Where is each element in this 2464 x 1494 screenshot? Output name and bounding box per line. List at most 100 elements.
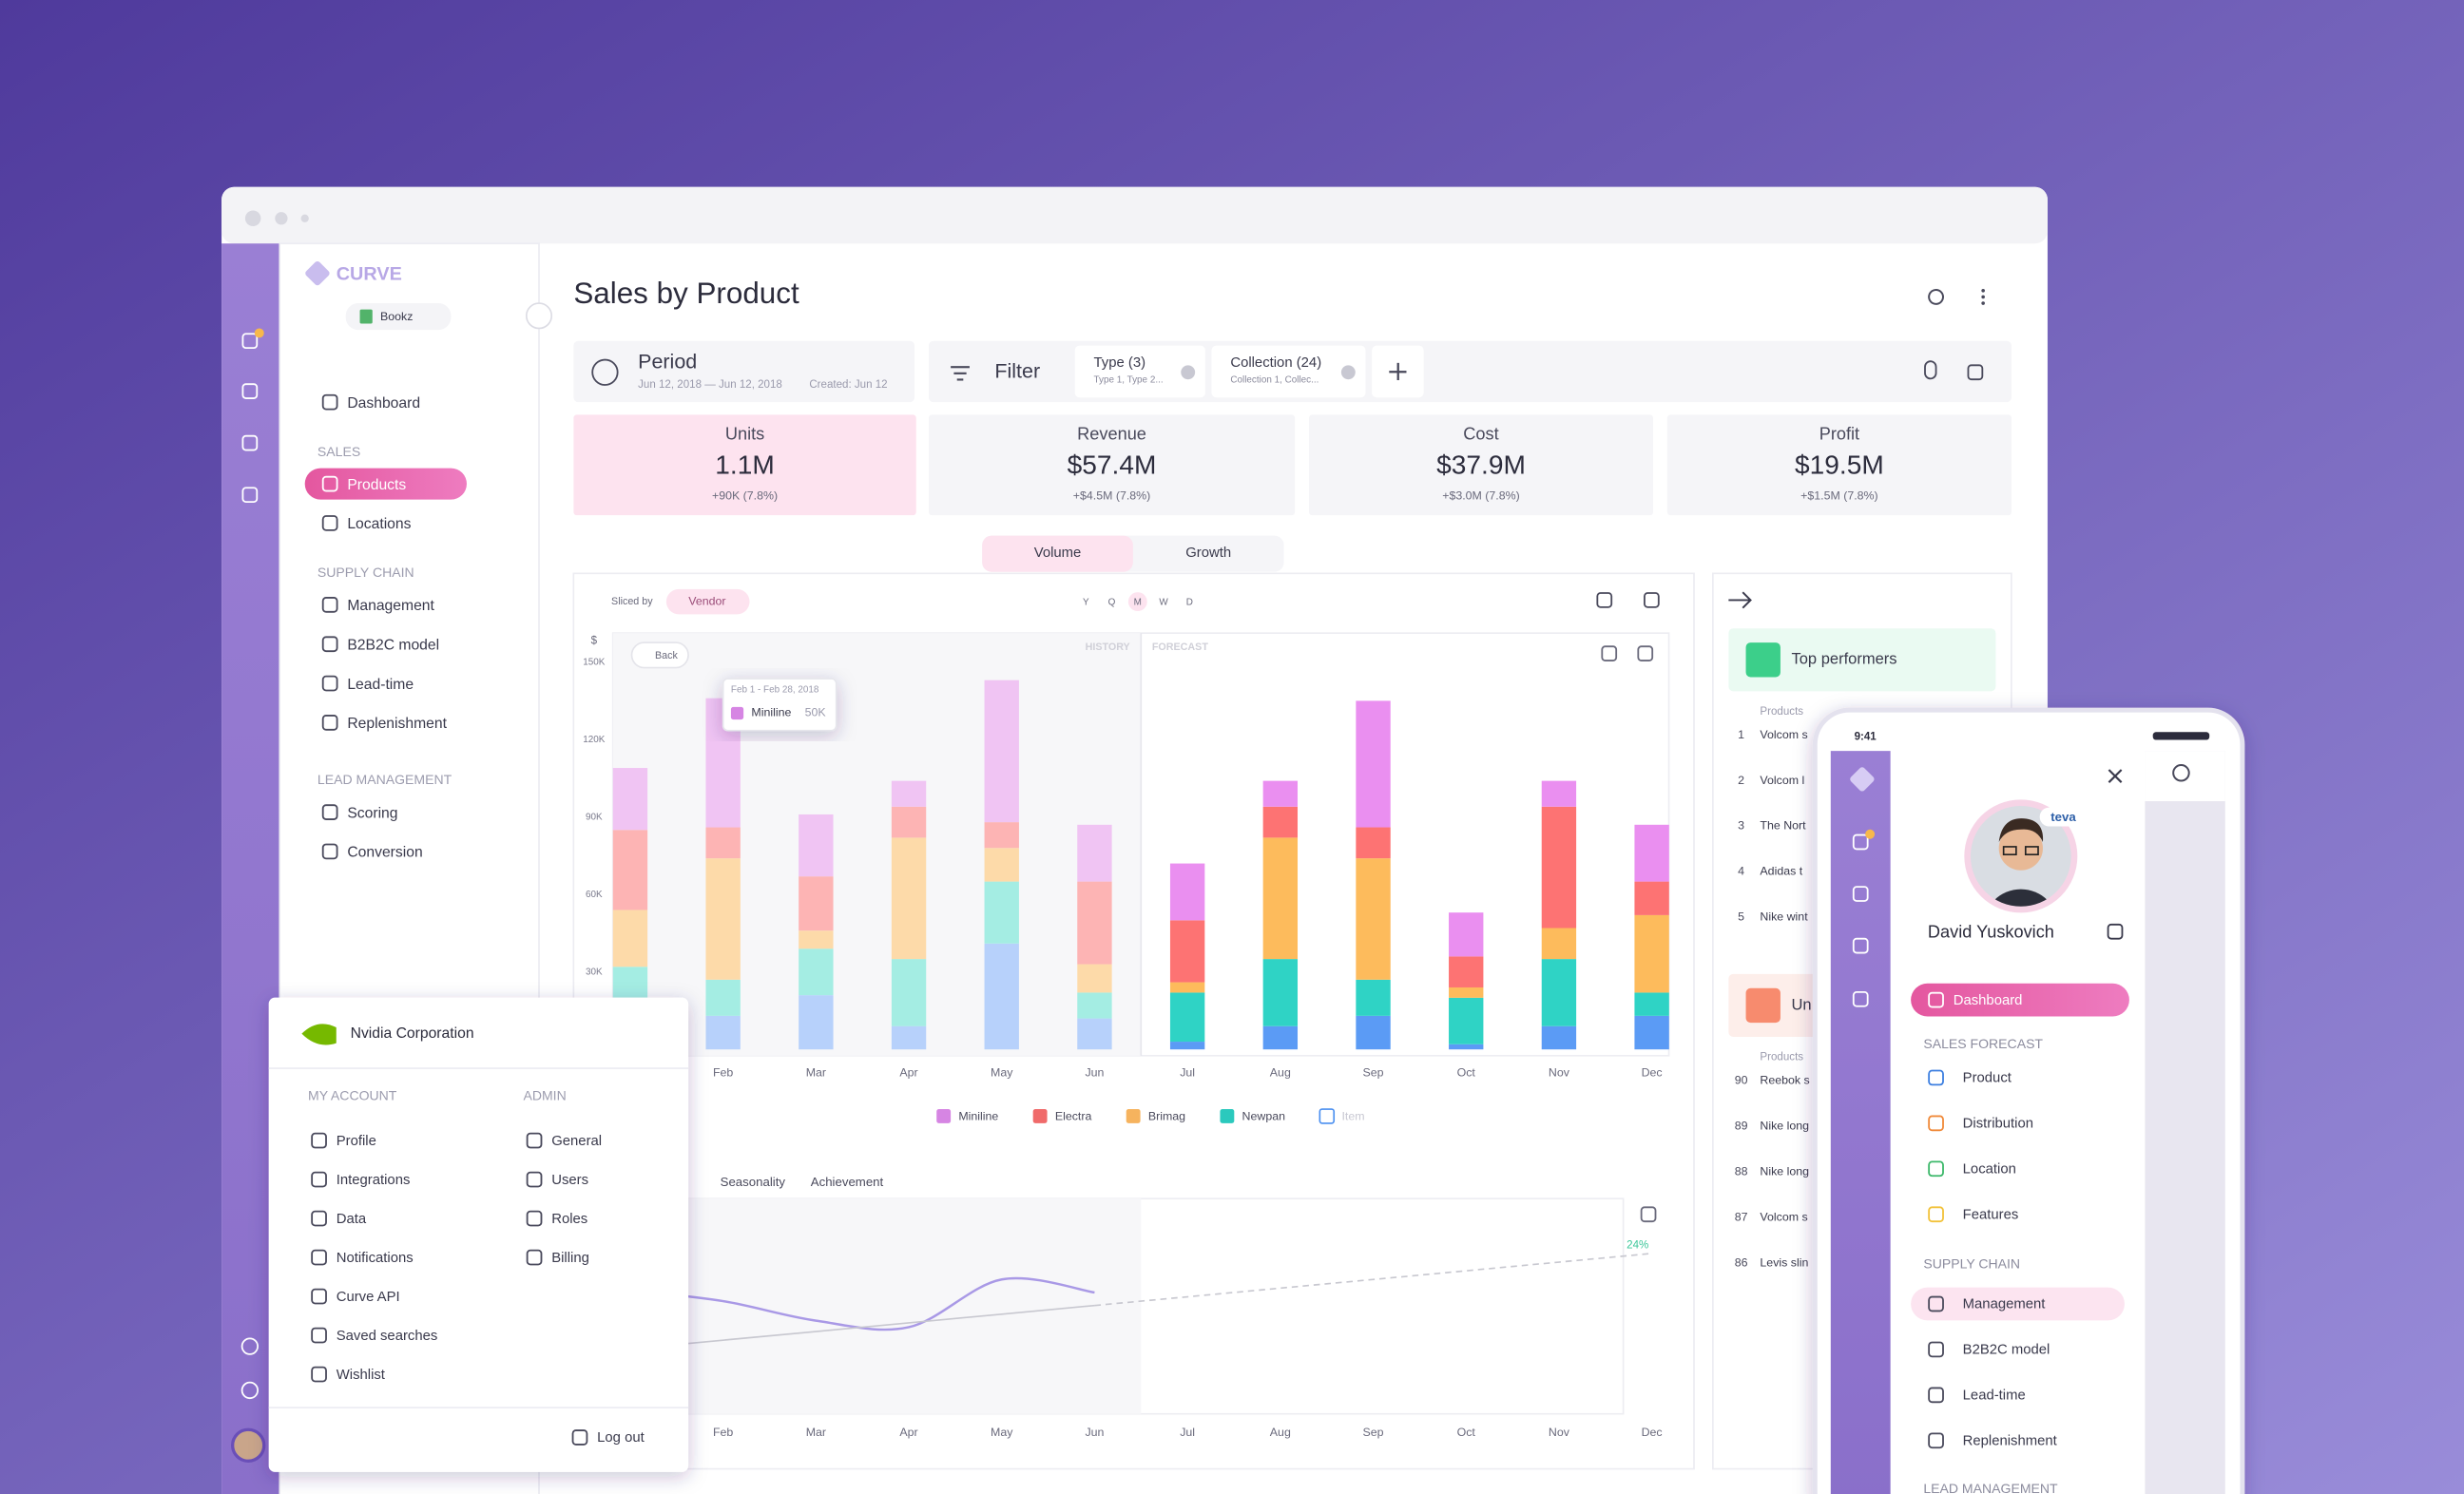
nav-item[interactable]: Replenishment <box>1963 1434 2058 1449</box>
settings-button[interactable] <box>1928 288 1945 305</box>
account-section-title: MY ACCOUNT <box>308 1088 397 1103</box>
menu-item[interactable]: Billing <box>551 1251 589 1266</box>
legend-label: Miniline <box>958 1110 998 1123</box>
status-time: 9:41 <box>1855 731 1877 742</box>
kpi-card[interactable] <box>928 414 1296 516</box>
window-dot[interactable] <box>275 212 288 225</box>
performers-title: Un <box>1791 995 1811 1013</box>
y-tick-label: 150K <box>583 657 606 667</box>
nav-item[interactable]: Dashboard <box>1954 993 2023 1008</box>
chip-remove[interactable] <box>1181 365 1196 380</box>
nav-item[interactable]: Management <box>347 598 434 614</box>
performers-title: Top performers <box>1791 650 1896 668</box>
kpi-card[interactable] <box>1309 414 1654 516</box>
granularity[interactable]: W <box>1159 598 1168 608</box>
rail-icon[interactable] <box>241 1381 260 1400</box>
nav-item[interactable]: Replenishment <box>347 716 447 732</box>
logout-button[interactable]: Log out <box>597 1430 645 1446</box>
legend-swatch[interactable] <box>1126 1109 1141 1123</box>
menu-item[interactable]: Users <box>551 1173 588 1188</box>
window-dot[interactable] <box>300 214 309 222</box>
nav-item[interactable]: Location <box>1963 1162 2016 1178</box>
nav-item[interactable]: Lead-time <box>1963 1389 2026 1404</box>
filter-label: Filter <box>994 359 1040 382</box>
nav-item[interactable]: Distribution <box>1963 1117 2033 1132</box>
nav-icon <box>321 636 338 653</box>
nav-icon <box>321 597 338 613</box>
menu-item[interactable]: Roles <box>551 1212 587 1227</box>
nav-item[interactable]: Lead-time <box>347 677 414 693</box>
store-chip[interactable] <box>345 303 452 331</box>
list-button <box>1601 645 1618 661</box>
analysis-tab[interactable]: Seasonality <box>721 1175 786 1189</box>
legend-checkbox[interactable] <box>1319 1108 1336 1124</box>
bar-segment <box>1541 806 1577 929</box>
save-button <box>1967 364 1984 381</box>
bar-segment <box>1077 824 1112 882</box>
nav-item[interactable]: Conversion <box>347 845 422 861</box>
kpi-card[interactable] <box>573 414 916 516</box>
bar-segment <box>705 1015 741 1050</box>
kpi-card[interactable] <box>1666 414 2012 516</box>
chip-sub: Collection 1, Collec... <box>1230 375 1319 386</box>
slice-chip[interactable] <box>665 588 750 615</box>
user-avatar[interactable] <box>231 1427 266 1463</box>
filter-icon <box>956 378 964 381</box>
granularity[interactable]: D <box>1186 598 1193 608</box>
window-dot[interactable] <box>244 210 261 227</box>
nav-item[interactable]: Management <box>1963 1297 2047 1312</box>
legend-swatch[interactable] <box>1032 1109 1048 1123</box>
nav-item[interactable]: Product <box>1963 1071 2012 1086</box>
menu-item[interactable]: General <box>551 1134 602 1149</box>
menu-item[interactable]: Saved searches <box>337 1329 438 1344</box>
kpi-label: Profit <box>1819 425 1859 444</box>
bar-segment <box>891 780 927 807</box>
nav-item[interactable]: Products <box>347 477 406 493</box>
kpi-label: Units <box>725 425 764 444</box>
bar-segment <box>612 768 648 831</box>
menu-icon <box>311 1132 327 1149</box>
filter-chip[interactable] <box>1074 345 1205 398</box>
bar-segment <box>891 1025 927 1050</box>
nav-item[interactable]: B2B2C model <box>347 638 439 654</box>
product-name: Nike long <box>1760 1119 1809 1132</box>
legend-swatch[interactable] <box>936 1109 952 1123</box>
tooltip-series: Miniline <box>751 706 791 719</box>
analysis-tab[interactable]: Achievement <box>811 1175 884 1189</box>
period-created: Created: Jun 12 <box>809 379 887 391</box>
menu-item[interactable]: Wishlist <box>337 1368 386 1383</box>
tab[interactable]: Volume <box>1034 546 1082 561</box>
tab[interactable]: Growth <box>1185 546 1231 561</box>
menu-item[interactable]: Integrations <box>337 1173 411 1188</box>
granularity[interactable]: Q <box>1108 598 1116 608</box>
menu-item[interactable]: Notifications <box>337 1251 414 1266</box>
menu-item[interactable]: Profile <box>337 1134 376 1149</box>
nav-item[interactable]: Dashboard <box>347 395 420 412</box>
rail-icon[interactable] <box>241 1337 260 1355</box>
nav-item[interactable]: Scoring <box>347 805 397 821</box>
collapse-button[interactable] <box>525 302 553 330</box>
close-button[interactable] <box>2108 769 2123 783</box>
granularity[interactable]: Y <box>1083 598 1089 608</box>
chip-title: Collection (24) <box>1230 355 1321 371</box>
nav-item[interactable]: B2B2C model <box>1963 1343 2050 1358</box>
x-tick-label: Feb <box>713 1426 733 1439</box>
nav-icon <box>1928 1432 1944 1449</box>
menu-item[interactable]: Curve API <box>337 1290 400 1305</box>
granularity[interactable]: M <box>1134 598 1142 608</box>
nav-item[interactable]: Features <box>1963 1208 2019 1223</box>
brand-badge <box>2039 807 2088 827</box>
product-name: Reebok s <box>1760 1074 1809 1087</box>
back-button[interactable] <box>630 642 689 669</box>
filter-chip[interactable] <box>1211 345 1366 398</box>
plus-v <box>1396 362 1399 381</box>
legend-swatch[interactable] <box>1220 1109 1235 1123</box>
mic-button[interactable] <box>1924 360 1937 380</box>
chip-remove[interactable] <box>1340 365 1356 380</box>
kpi-change: +90K (7.8%) <box>712 489 778 503</box>
search-button[interactable] <box>2172 764 2190 782</box>
period-box[interactable] <box>573 340 915 403</box>
menu-item[interactable]: Data <box>337 1212 367 1227</box>
nav-item[interactable]: Locations <box>347 516 411 532</box>
bar-segment <box>1262 806 1299 838</box>
